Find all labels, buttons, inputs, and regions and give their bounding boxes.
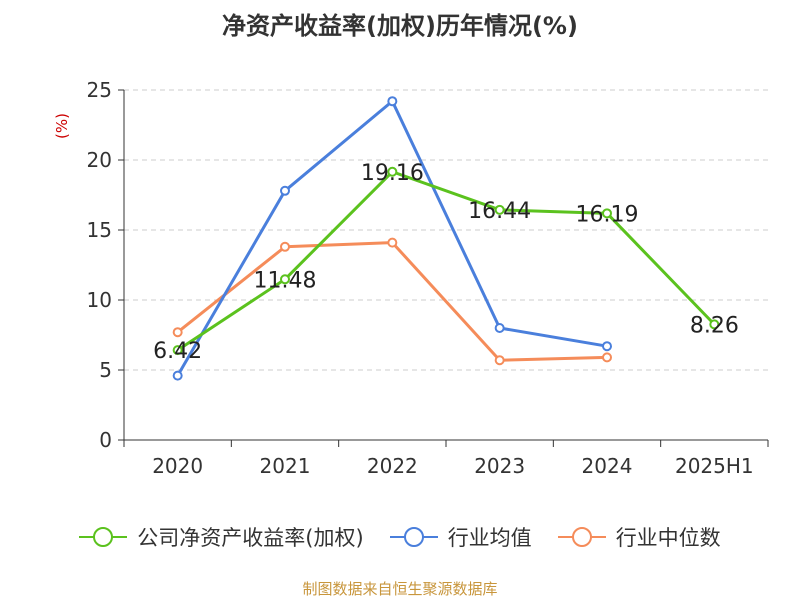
data-point [387,166,398,177]
legend-item[interactable]: 公司净资产收益率(加权) [79,522,364,552]
legend-line-circle-icon [79,527,128,547]
x-tick-label: 2020 [152,454,203,478]
data-point [602,352,612,363]
series-line [176,241,608,362]
gridlines [124,89,768,371]
legend-line-circle-icon [557,527,606,547]
data-point [494,323,505,333]
legend-label: 行业中位数 [615,526,721,550]
y-axis-label: (%) [53,113,71,139]
data-point [280,185,290,196]
data-point [172,345,183,356]
data-label: 11.48 [254,268,317,293]
y-tick-label: 20 [87,148,112,172]
data-point [494,204,505,215]
data-point [280,241,290,252]
legend-label: 公司净资产收益率(加权) [137,526,364,550]
data-point [280,274,290,285]
data-point [602,208,612,219]
series-line [176,170,716,352]
legend-line-circle-icon [389,527,438,547]
chart-title: 净资产收益率(加权)历年情况(%) [222,12,578,40]
series-lines [172,96,720,381]
data-label: 19.16 [361,161,424,186]
y-tick-label: 5 [99,358,112,382]
data-point [172,327,183,338]
legend-label: 行业均值 [447,526,532,550]
data-label: 16.44 [468,199,531,224]
data-point [709,319,720,330]
y-tick-label: 10 [87,288,112,312]
y-tick-label: 0 [99,428,112,452]
legend-item[interactable]: 行业中位数 [557,522,721,552]
data-point [387,237,398,248]
data-label: 6.42 [153,339,202,364]
data-label: 8.26 [690,313,739,338]
legend: 公司净资产收益率(加权) 行业均值 行业中位数 [0,520,800,554]
x-tick-label: 2022 [367,454,418,478]
x-tick-label: 2021 [260,454,311,478]
data-point [172,370,183,381]
data-point [387,96,398,107]
x-tick-label: 2023 [474,454,525,478]
source-note: 制图数据来自恒生聚源数据库 [302,580,498,598]
y-tick-label: 25 [87,78,112,102]
data-point [602,341,612,352]
axes: 0 5 10 15 20 25 2020 2021 2022 2023 2024 2025H1 (%) [53,78,769,478]
legend-item[interactable]: 行业均值 [389,522,532,552]
data-label: 16.19 [576,202,639,227]
data-point [494,355,505,366]
x-tick-label: 2025H1 [675,454,754,478]
y-tick-label: 15 [87,218,112,242]
data-labels: 6.42 11.48 19.16 16.44 16.19 8.26 [153,161,739,364]
x-tick-label: 2024 [582,454,633,478]
